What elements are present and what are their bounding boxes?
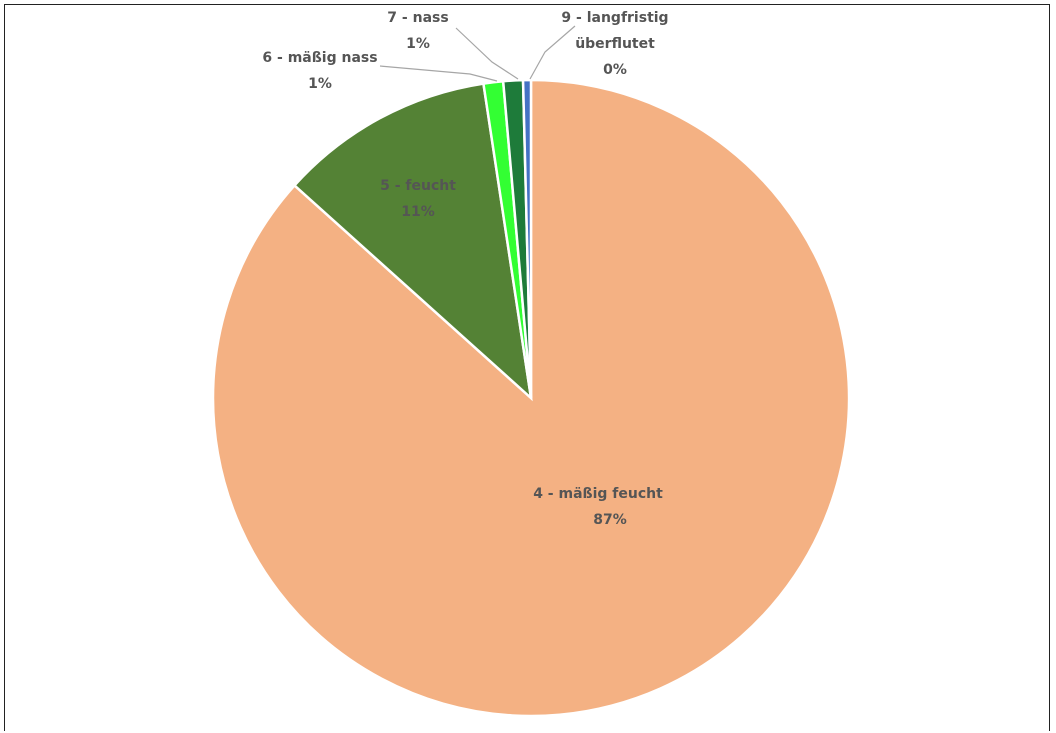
leader-lines [379,25,576,82]
label-9-category-line1: 9 - langfristig [561,10,668,26]
label-7-percent: 1% [406,36,430,52]
label-5-category: 5 - feucht [380,178,456,194]
leader-line-6 [379,65,498,82]
label-6-percent: 1% [308,76,332,92]
label-4-category: 4 - mäßig feucht [533,486,663,502]
label-5-percent: 11% [401,204,435,220]
leader-line-9 [529,25,576,80]
label-9-percent: 0% [603,62,627,78]
pie-slices [211,78,851,718]
label-4-percent: 87% [593,512,627,528]
label-7-category: 7 - nass [387,10,448,26]
pie-slice-1 [211,78,851,718]
data-labels: 4 - mäßig feucht 87% 5 - feucht 11% 6 - … [262,10,668,528]
leader-line-7 [455,27,519,80]
pie-slice-5 [521,78,533,399]
label-6-category: 6 - mäßig nass [262,50,377,66]
label-9-category-line2: überflutet [575,36,655,52]
pie-slice-2 [292,82,533,402]
